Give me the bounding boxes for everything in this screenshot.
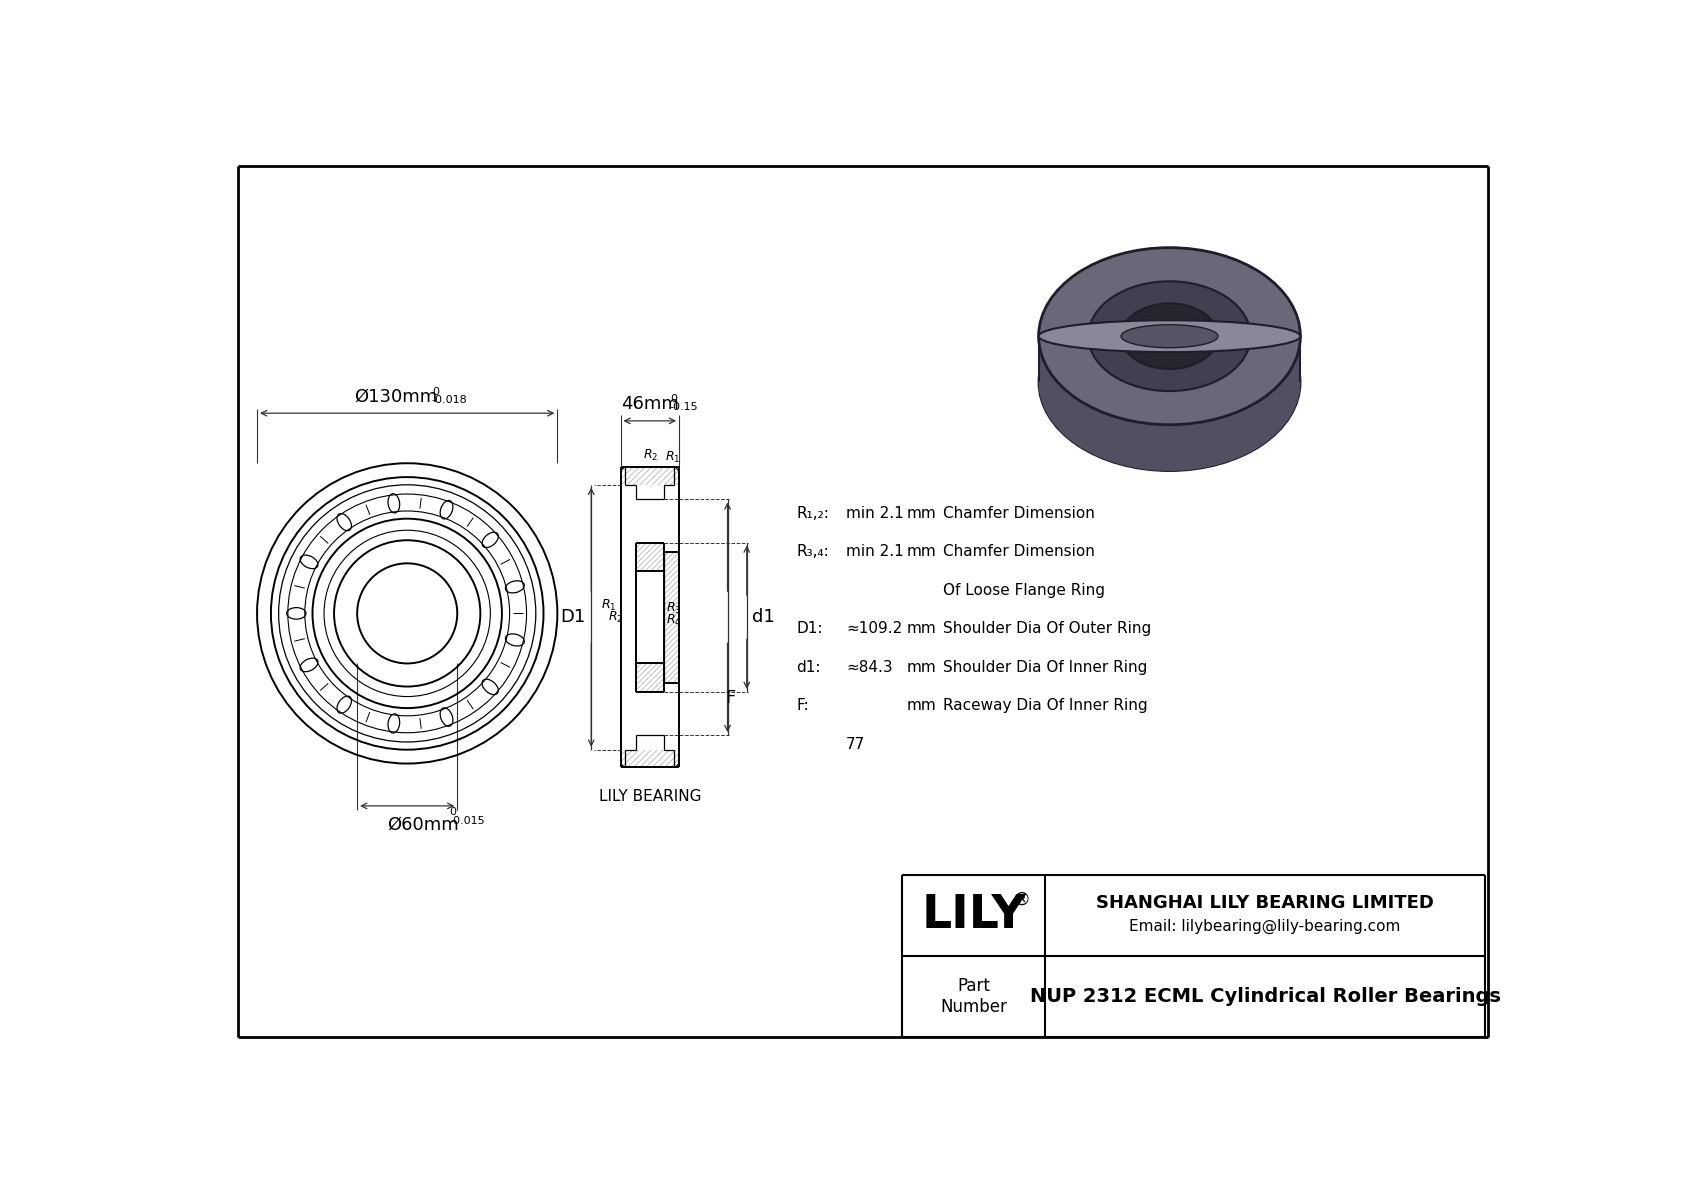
Text: $R_3$: $R_3$ — [665, 600, 682, 616]
Text: ≈84.3: ≈84.3 — [845, 660, 893, 675]
Text: 0: 0 — [431, 387, 440, 397]
Text: D1: D1 — [561, 609, 586, 626]
Text: $R_2$: $R_2$ — [608, 610, 623, 625]
Text: LILY BEARING: LILY BEARING — [598, 788, 701, 804]
Text: Ø130mm: Ø130mm — [354, 387, 438, 405]
Text: R₃,₄:: R₃,₄: — [797, 544, 829, 560]
Text: $R_4$: $R_4$ — [665, 613, 682, 628]
Text: Chamfer Dimension: Chamfer Dimension — [943, 506, 1095, 520]
PathPatch shape — [620, 749, 679, 767]
Text: Of Loose Flange Ring: Of Loose Flange Ring — [943, 582, 1105, 598]
PathPatch shape — [637, 543, 663, 570]
Text: d1: d1 — [753, 609, 775, 626]
Text: -0.015: -0.015 — [450, 816, 485, 825]
Text: 0: 0 — [450, 807, 456, 817]
Ellipse shape — [1122, 304, 1218, 369]
Text: mm: mm — [906, 506, 936, 520]
Text: mm: mm — [906, 698, 936, 713]
Text: -0.15: -0.15 — [670, 403, 699, 412]
Text: mm: mm — [906, 660, 936, 675]
Text: -0.018: -0.018 — [431, 395, 468, 405]
Text: 46mm: 46mm — [621, 395, 679, 413]
Text: min 2.1: min 2.1 — [845, 506, 904, 520]
Text: mm: mm — [906, 544, 936, 560]
Text: ≈109.2: ≈109.2 — [845, 622, 903, 636]
Text: Part
Number: Part Number — [940, 977, 1007, 1016]
Text: LILY: LILY — [921, 893, 1026, 939]
Ellipse shape — [1122, 325, 1218, 348]
Text: Email: lilybearing@lily-bearing.com: Email: lilybearing@lily-bearing.com — [1130, 918, 1401, 934]
Text: Shoulder Dia Of Inner Ring: Shoulder Dia Of Inner Ring — [943, 660, 1147, 675]
Ellipse shape — [1039, 294, 1300, 470]
Text: 0: 0 — [670, 394, 677, 404]
Text: SHANGHAI LILY BEARING LIMITED: SHANGHAI LILY BEARING LIMITED — [1096, 894, 1435, 912]
Text: $R_1$: $R_1$ — [665, 450, 680, 464]
Text: $R_2$: $R_2$ — [643, 448, 658, 463]
Polygon shape — [1039, 336, 1300, 470]
Text: ®: ® — [1012, 891, 1031, 909]
PathPatch shape — [637, 663, 663, 692]
Text: F: F — [726, 690, 736, 707]
Text: Chamfer Dimension: Chamfer Dimension — [943, 544, 1095, 560]
Text: min 2.1: min 2.1 — [845, 544, 904, 560]
Ellipse shape — [1039, 320, 1300, 353]
Ellipse shape — [1088, 281, 1251, 391]
Text: F:: F: — [797, 698, 808, 713]
Text: R₁,₂:: R₁,₂: — [797, 506, 829, 520]
PathPatch shape — [620, 467, 679, 485]
Text: D1:: D1: — [797, 622, 822, 636]
Ellipse shape — [1039, 248, 1300, 425]
Polygon shape — [1122, 304, 1218, 382]
Text: Shoulder Dia Of Outer Ring: Shoulder Dia Of Outer Ring — [943, 622, 1152, 636]
Text: NUP 2312 ECML Cylindrical Roller Bearings: NUP 2312 ECML Cylindrical Roller Bearing… — [1029, 987, 1500, 1006]
PathPatch shape — [663, 551, 679, 682]
Text: Ø60mm: Ø60mm — [387, 816, 458, 834]
Text: 77: 77 — [845, 737, 866, 752]
Text: mm: mm — [906, 622, 936, 636]
Text: Raceway Dia Of Inner Ring: Raceway Dia Of Inner Ring — [943, 698, 1148, 713]
Text: d1:: d1: — [797, 660, 820, 675]
Text: $R_1$: $R_1$ — [601, 598, 616, 613]
